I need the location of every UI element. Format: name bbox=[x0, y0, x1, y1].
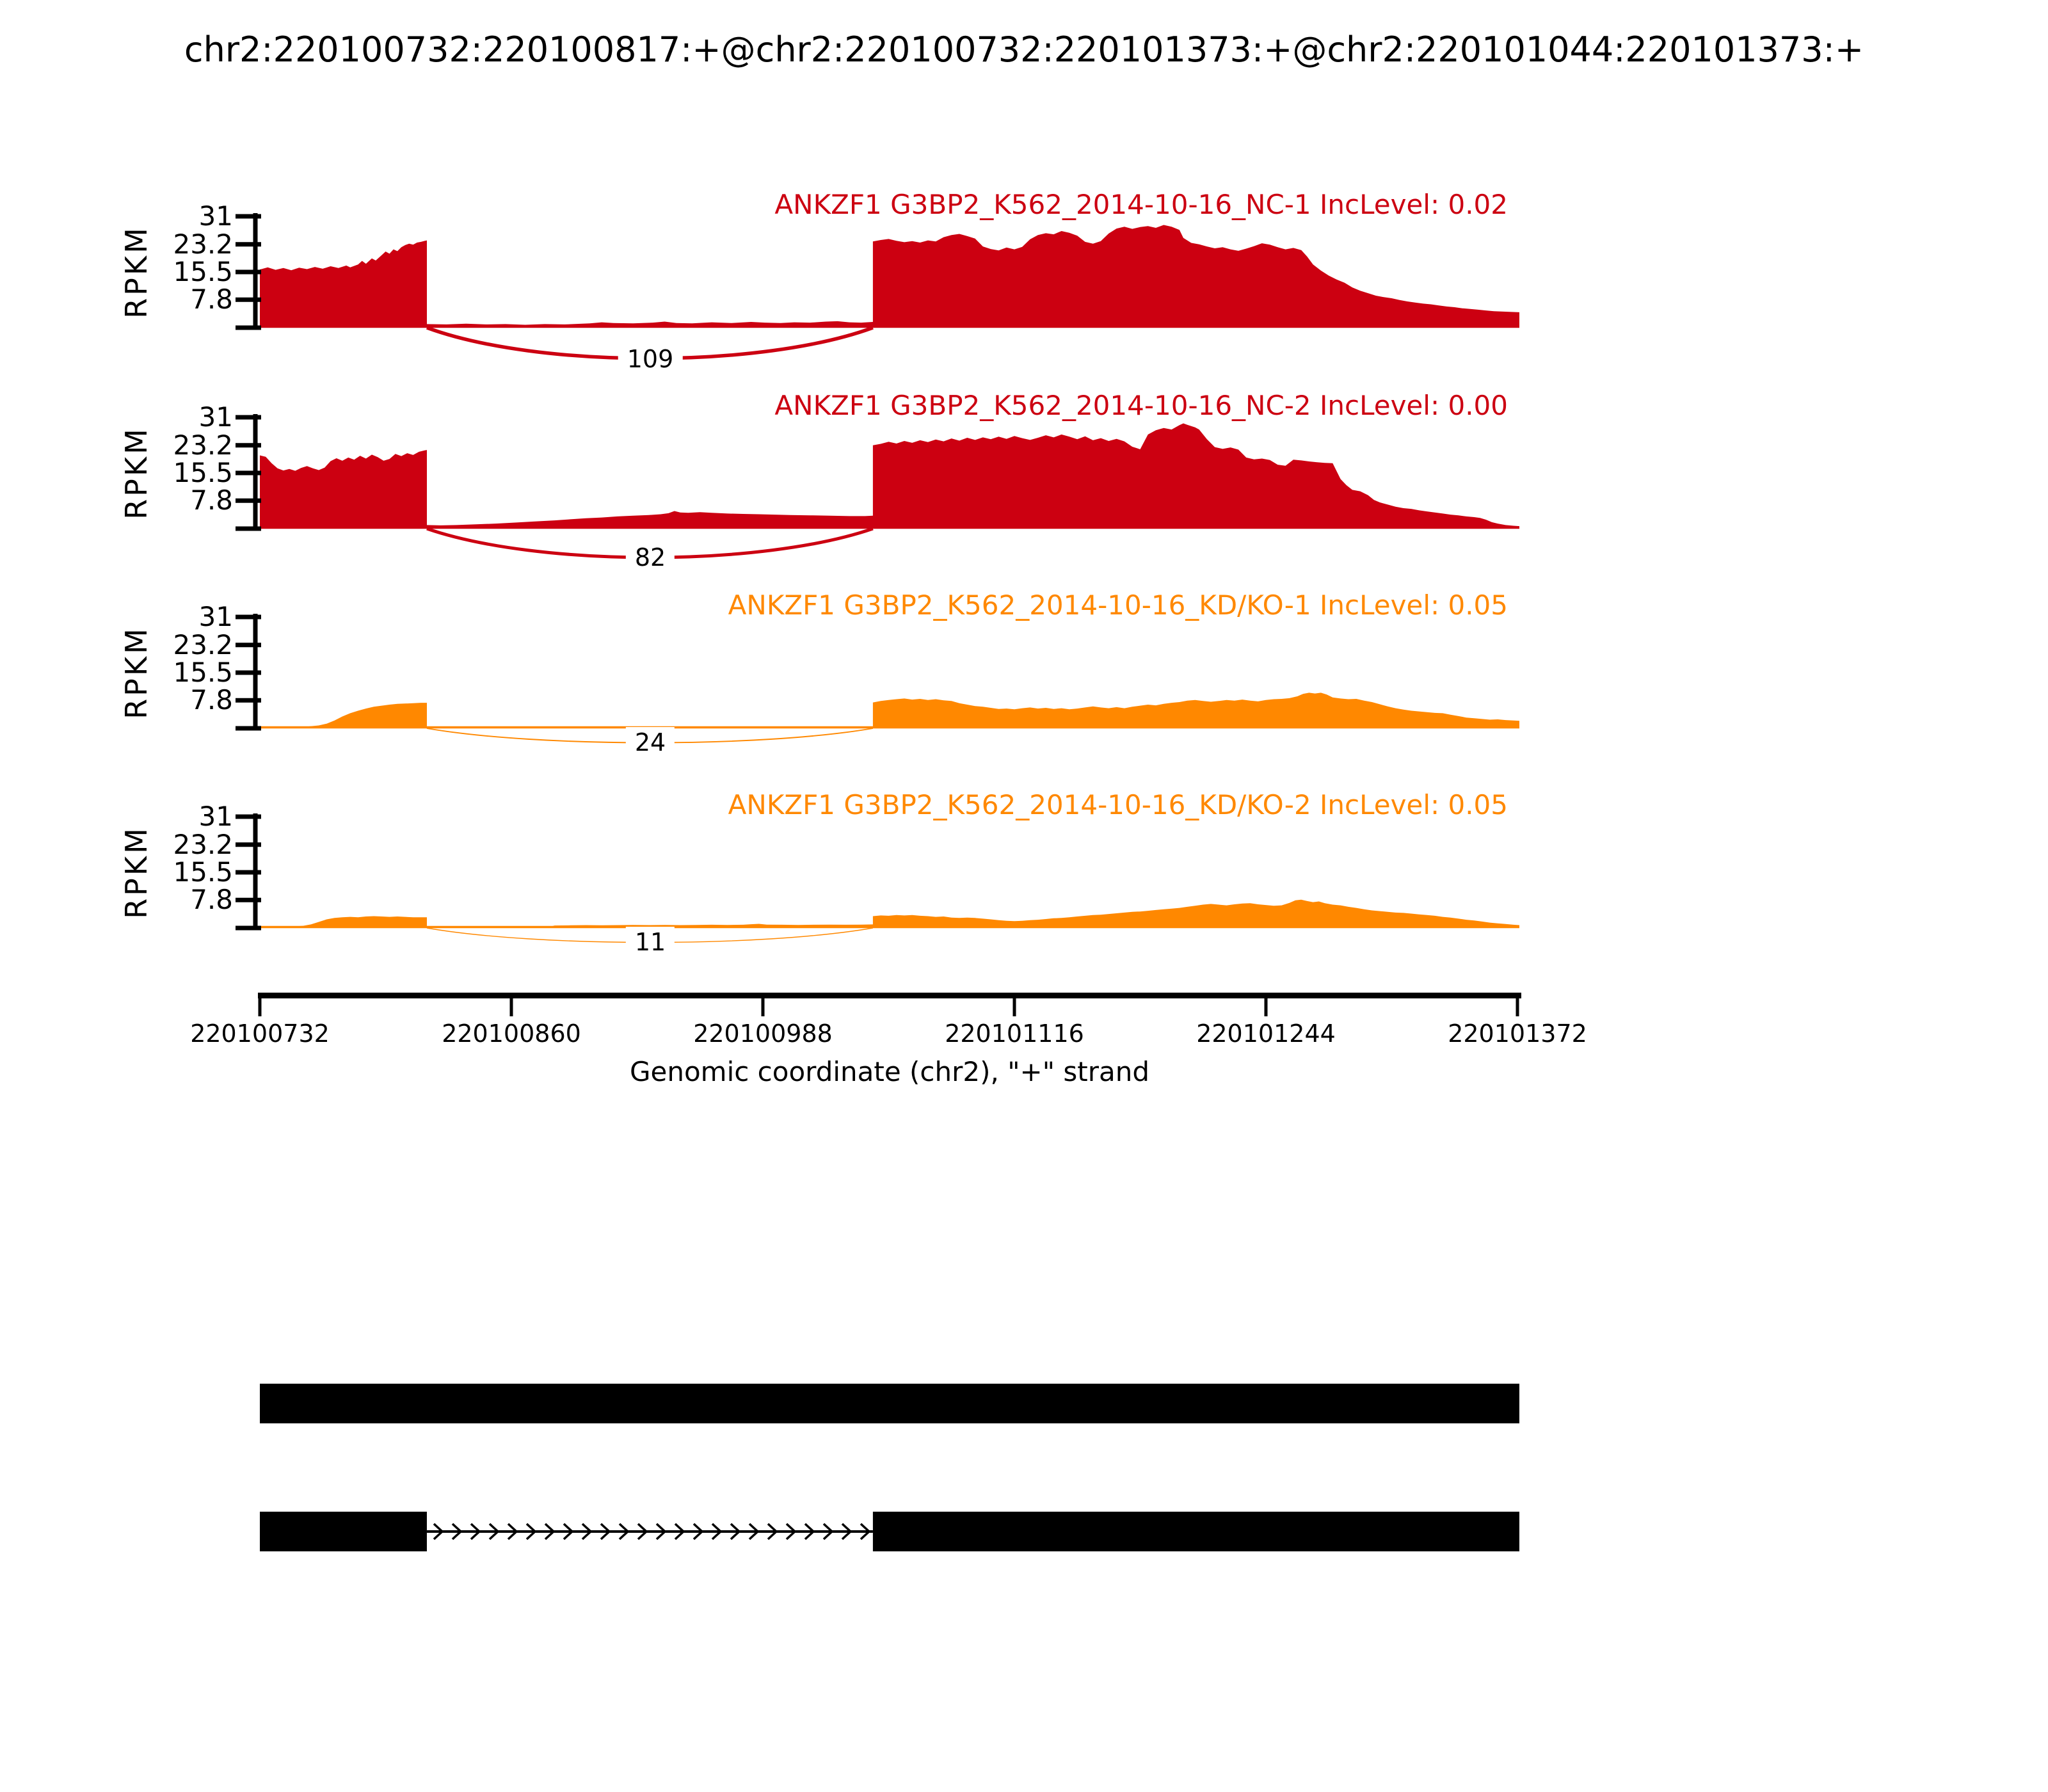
x-tick-label: 220101244 bbox=[1196, 1020, 1336, 1048]
intron-arrow-icon bbox=[748, 1523, 760, 1540]
y-tick-label: 15.5 bbox=[173, 657, 233, 688]
y-tick-label: 31 bbox=[198, 801, 233, 832]
y-tick-label: 23.2 bbox=[173, 629, 233, 660]
track-title-kdko-2: ANKZF1 G3BP2_K562_2014-10-16_KD/KO-2 Inc… bbox=[728, 789, 1508, 820]
coverage-area-kd-ko-2 bbox=[260, 899, 1519, 928]
exon-box-skipping-isoform bbox=[260, 1512, 427, 1551]
y-tick-label: 23.2 bbox=[173, 228, 233, 260]
intron-arrow-icon bbox=[488, 1523, 500, 1540]
track-title-nc-2: ANKZF1 G3BP2_K562_2014-10-16_NC-2 IncLev… bbox=[774, 390, 1508, 421]
track-title-kdko-1: ANKZF1 G3BP2_K562_2014-10-16_KD/KO-1 Inc… bbox=[728, 589, 1508, 621]
intron-arrow-icon bbox=[674, 1523, 685, 1540]
y-tick-label: 31 bbox=[198, 601, 233, 632]
intron-arrow-icon bbox=[470, 1523, 481, 1540]
x-tick-label: 220101372 bbox=[1448, 1020, 1587, 1048]
intron-arrow-icon bbox=[507, 1523, 518, 1540]
page-title: chr2:220100732:220100817:+@chr2:22010073… bbox=[184, 29, 1864, 70]
intron-arrow-icon bbox=[581, 1523, 593, 1540]
coverage-area-kd-ko-1 bbox=[260, 692, 1519, 728]
junction-count-nc-1: 109 bbox=[618, 344, 683, 374]
junction-count-kdko-1: 24 bbox=[625, 727, 675, 758]
intron-arrow-icon bbox=[767, 1523, 778, 1540]
y-tick-label: 7.8 bbox=[190, 684, 233, 716]
junction-count-nc-2: 82 bbox=[625, 542, 675, 573]
intron-arrow-icon bbox=[655, 1523, 667, 1540]
exon-box-inclusion-isoform bbox=[260, 1384, 1519, 1423]
y-tick-label: 15.5 bbox=[173, 856, 233, 888]
junction-count-kdko-2: 11 bbox=[625, 927, 675, 957]
intron-arrow-icon bbox=[711, 1523, 723, 1540]
y-tick-label: 7.8 bbox=[190, 884, 233, 915]
x-tick-label: 220100860 bbox=[442, 1020, 581, 1048]
y-axis-label-track-1: RPKM bbox=[119, 225, 154, 319]
intron-arrow-icon bbox=[785, 1523, 797, 1540]
track-title-nc-1: ANKZF1 G3BP2_K562_2014-10-16_NC-1 IncLev… bbox=[774, 189, 1508, 220]
intron-arrow-icon bbox=[563, 1523, 574, 1540]
intron-arrow-icon bbox=[860, 1523, 871, 1540]
y-tick-label: 23.2 bbox=[173, 829, 233, 860]
y-tick-label: 31 bbox=[198, 401, 233, 433]
y-axis-label-track-4: RPKM bbox=[119, 826, 154, 919]
x-tick-label: 220101116 bbox=[945, 1020, 1084, 1048]
intron-arrow-icon bbox=[618, 1523, 630, 1540]
intron-arrow-icon bbox=[433, 1523, 444, 1540]
y-tick-label: 31 bbox=[198, 200, 233, 232]
y-tick-label: 23.2 bbox=[173, 429, 233, 461]
y-axis-label-track-3: RPKM bbox=[119, 626, 154, 719]
y-tick-label: 15.5 bbox=[173, 256, 233, 287]
y-tick-label: 15.5 bbox=[173, 457, 233, 488]
intron-arrow-icon bbox=[525, 1523, 537, 1540]
x-axis-line bbox=[258, 993, 1521, 998]
intron-arrow-icon bbox=[692, 1523, 704, 1540]
intron-arrow-icon bbox=[451, 1523, 463, 1540]
intron-arrow-icon bbox=[600, 1523, 611, 1540]
coverage-area-nc-2 bbox=[260, 423, 1519, 529]
y-axis-label-track-2: RPKM bbox=[119, 426, 154, 520]
x-tick-label: 220100988 bbox=[693, 1020, 833, 1048]
coverage-area-nc-1 bbox=[260, 225, 1519, 328]
y-tick-label: 7.8 bbox=[190, 284, 233, 315]
y-tick-label: 7.8 bbox=[190, 484, 233, 516]
intron-arrow-icon bbox=[804, 1523, 815, 1540]
intron-arrow-icon bbox=[822, 1523, 834, 1540]
intron-arrow-icon bbox=[730, 1523, 741, 1540]
intron-arrow-icon bbox=[544, 1523, 556, 1540]
x-axis-label: Genomic coordinate (chr2), "+" strand bbox=[629, 1056, 1150, 1087]
intron-arrow-icon bbox=[637, 1523, 648, 1540]
intron-arrow-icon bbox=[841, 1523, 852, 1540]
x-tick-label: 220100732 bbox=[190, 1020, 330, 1048]
exon-box-skipping-isoform bbox=[872, 1512, 1519, 1551]
